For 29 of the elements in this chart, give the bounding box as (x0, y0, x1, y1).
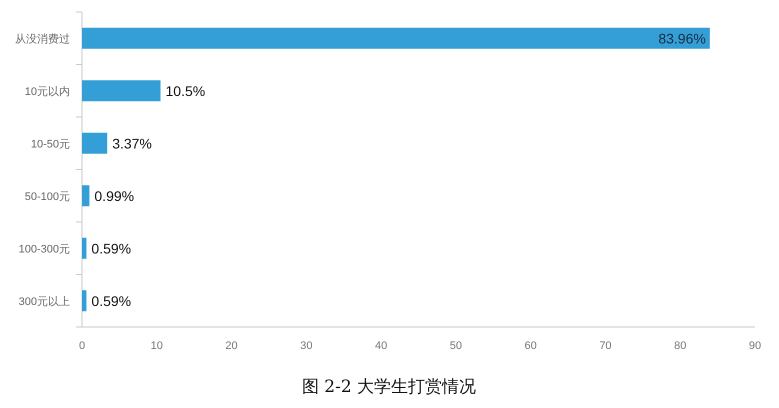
x-tick-label: 20 (225, 340, 238, 352)
y-tick-label: 10元以内 (24, 84, 70, 98)
data-label: 0.59% (91, 240, 132, 256)
bar (82, 28, 710, 49)
data-label: 10.5% (166, 82, 206, 99)
x-tick-label: 50 (450, 340, 462, 352)
x-tick-label: 60 (524, 340, 537, 352)
x-tick-label: 0 (78, 340, 86, 352)
x-tick-label: 10 (150, 340, 163, 352)
data-label: 0.99% (94, 188, 134, 204)
data-label: 0.59% (91, 292, 132, 309)
y-tick-label: 100-300元 (18, 243, 70, 256)
x-tick-label: 80 (674, 340, 686, 352)
x-tick-label: 90 (748, 340, 762, 352)
x-tick-label: 40 (374, 340, 388, 352)
x-tick-label: 30 (300, 340, 312, 352)
bar (82, 238, 86, 259)
bar (82, 80, 161, 102)
bar (82, 185, 90, 206)
data-label: 3.37% (112, 135, 152, 152)
data-label: 83.96% (658, 30, 706, 46)
y-tick-label: 10-50元 (30, 138, 70, 150)
y-tick-label: 300元以上 (18, 294, 70, 308)
y-tick-label: 50-100元 (24, 190, 70, 203)
y-tick-label: 从没消费过 (15, 32, 70, 46)
bar (82, 290, 86, 312)
bar (82, 132, 108, 154)
x-tick-label: 70 (599, 340, 612, 352)
text: 图 2-2 大学生打赏情况 (302, 377, 476, 397)
